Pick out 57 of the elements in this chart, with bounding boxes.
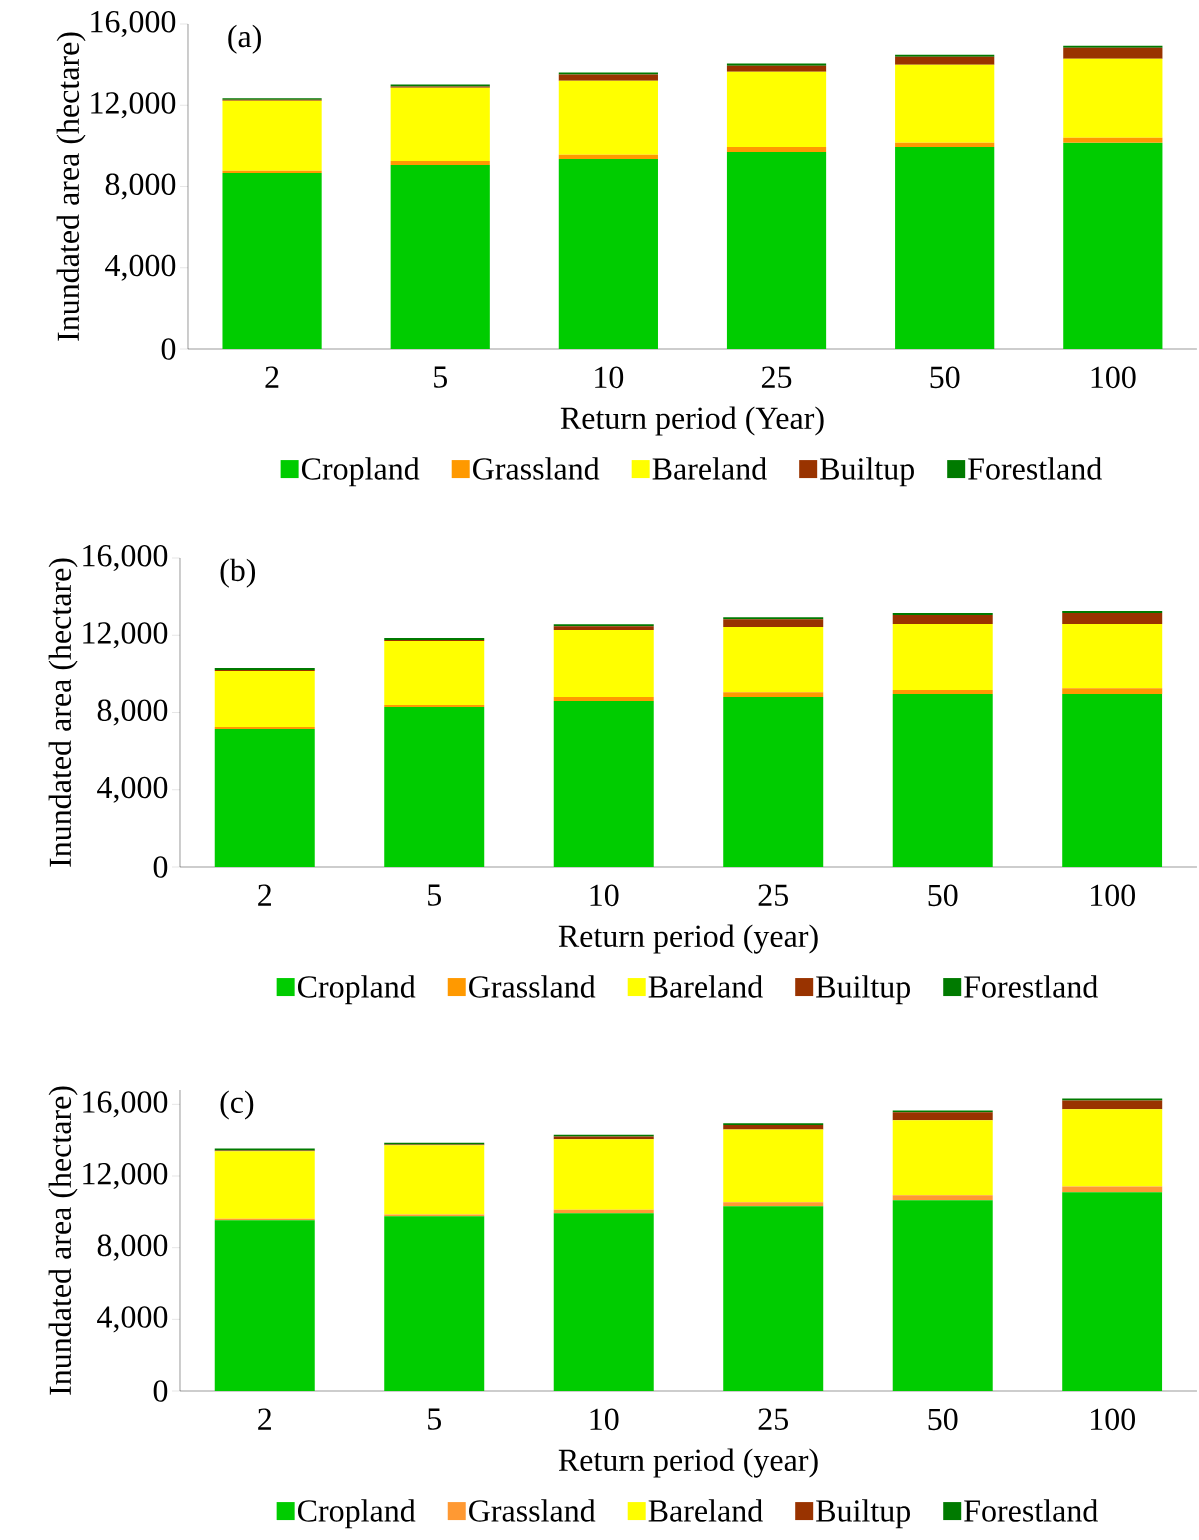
legend-label: Cropland — [297, 1499, 416, 1529]
y-tick-label: 12,000 — [91, 92, 176, 119]
x-tick-label: 50 — [928, 884, 958, 907]
x-tick-label: 100 — [1091, 884, 1135, 907]
x-tick-label: 25 — [758, 884, 788, 907]
y-tick-label: 12,000 — [83, 622, 168, 649]
chart-title: (c) — [220, 1090, 254, 1120]
x-tick-label: 50 — [930, 366, 960, 389]
y-tick-label: 4,000 — [97, 1306, 168, 1333]
x-tick-label: 5 — [428, 884, 441, 906]
x-tick-label: 2 — [258, 884, 271, 906]
x-tick-label: 25 — [761, 366, 792, 389]
y-axis-title: Inundated area (hectare) — [48, 1086, 78, 1395]
x-tick-label: 100 — [1091, 366, 1136, 389]
x-tick-label: 5 — [434, 366, 447, 388]
legend-label: Forestland — [964, 1499, 1098, 1522]
y-axis-title: Inundated area (hectare) — [48, 558, 78, 867]
y-tick-label: 0 — [153, 1380, 168, 1402]
x-axis-title: Return period (year) — [558, 924, 818, 954]
legend-label: Cropland — [301, 457, 420, 487]
legend-label: Builtup — [820, 457, 914, 487]
x-tick-label: 10 — [595, 366, 624, 389]
legend-label: Grassland — [473, 457, 600, 480]
y-tick-label: 8,000 — [97, 699, 168, 726]
x-tick-label: 10 — [590, 884, 619, 907]
legend-label: Bareland — [652, 457, 767, 480]
y-tick-label: 16,000 — [83, 544, 168, 572]
legend-label: Forestland — [968, 457, 1102, 480]
y-tick-label: 16,000 — [91, 10, 176, 38]
y-tick-label: 12,000 — [83, 1162, 168, 1190]
y-tick-label: 0 — [161, 338, 176, 360]
chart-title: (a) — [228, 24, 261, 54]
legend-label: Bareland — [648, 975, 763, 998]
x-axis-title: Return period (Year) — [560, 406, 824, 436]
legend-label: Bareland — [648, 1499, 763, 1522]
chart-title: (b) — [220, 558, 256, 588]
y-tick-label: 4,000 — [97, 776, 168, 803]
legend-label: Grassland — [469, 975, 596, 998]
legend-label: Builtup — [816, 1499, 910, 1529]
legend-label: Cropland — [297, 975, 416, 1005]
legend-label: Builtup — [816, 975, 910, 1005]
x-tick-label: 5 — [428, 1408, 441, 1430]
y-tick-label: 4,000 — [105, 254, 176, 281]
legend-label: Grassland — [469, 1499, 596, 1522]
x-tick-label: 2 — [265, 366, 279, 388]
y-tick-label: 0 — [153, 856, 168, 878]
y-tick-label: 8,000 — [105, 173, 176, 200]
x-tick-label: 10 — [590, 1408, 619, 1431]
x-tick-label: 50 — [928, 1408, 958, 1431]
x-axis-title: Return period (year) — [558, 1448, 818, 1478]
x-tick-label: 2 — [258, 1408, 271, 1430]
y-axis-title: Inundated area (hectare) — [56, 32, 86, 341]
y-tick-label: 16,000 — [83, 1091, 168, 1118]
y-tick-label: 8,000 — [97, 1234, 168, 1261]
x-tick-label: 25 — [758, 1408, 788, 1431]
legend-label: Forestland — [964, 975, 1098, 998]
x-tick-label: 100 — [1091, 1408, 1135, 1431]
